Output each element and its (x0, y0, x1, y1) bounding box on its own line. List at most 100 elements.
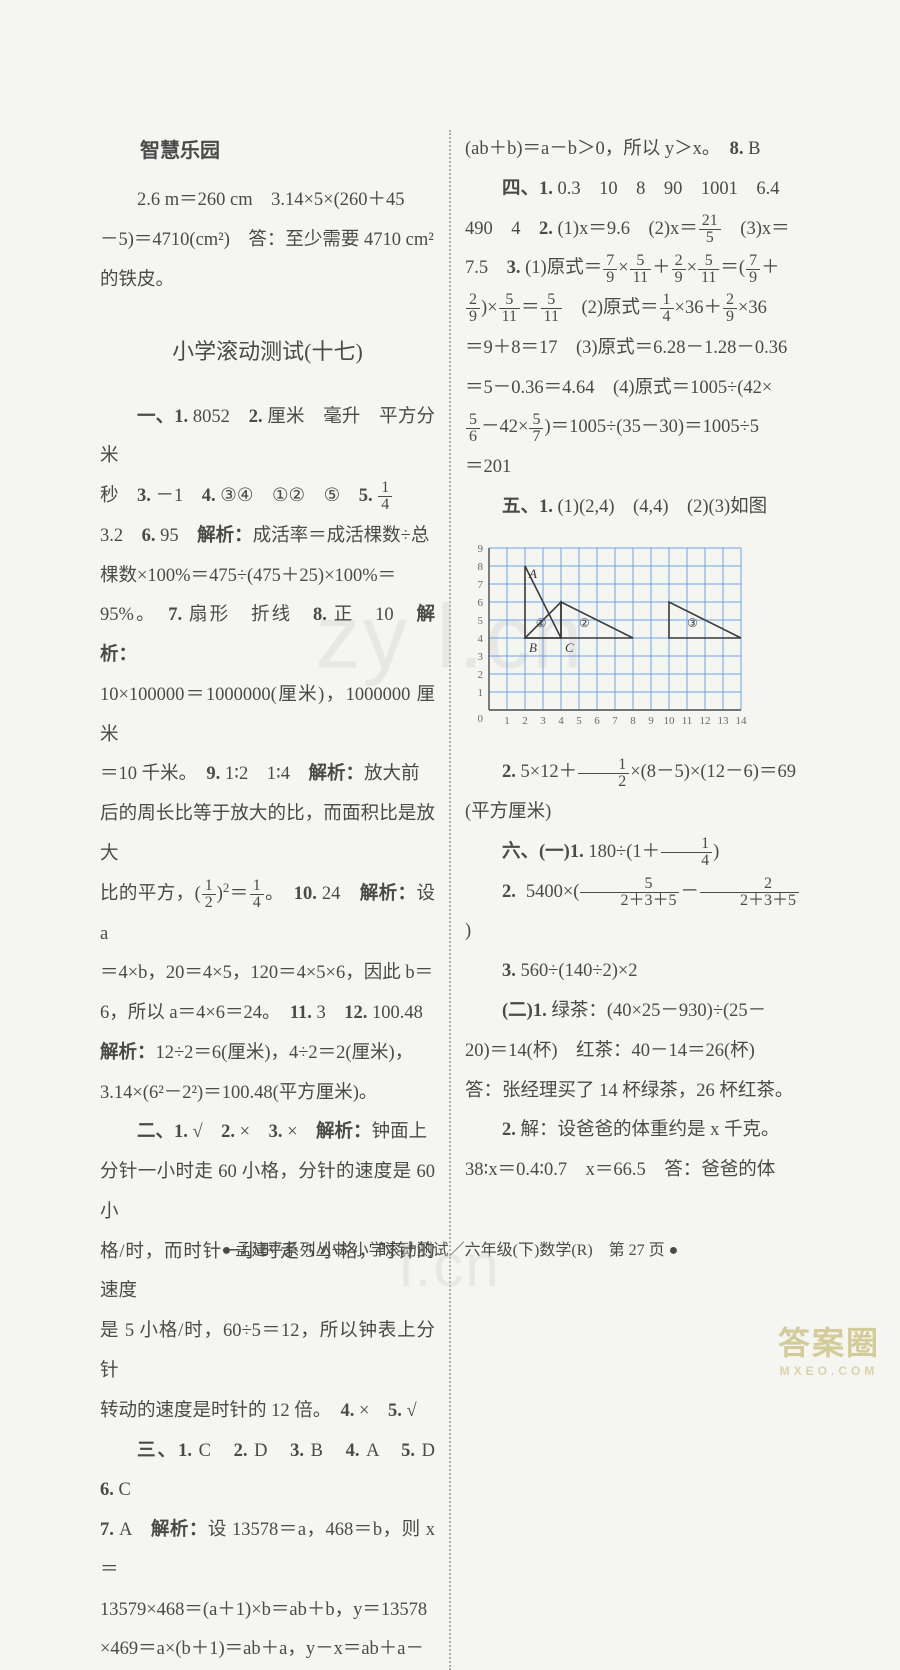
tv2: × (240, 1122, 269, 1142)
line-1: 一、1. 8052 2. 厘米 毫升 平方分米 (100, 398, 435, 478)
tv4: × (359, 1401, 388, 1421)
b7: 7. (168, 605, 189, 625)
r8a: －42× (481, 417, 528, 437)
sec-one: 一、1. (137, 407, 193, 427)
svg-text:1: 1 (478, 687, 484, 699)
svg-text:8: 8 (630, 715, 636, 727)
line-11: 6，所以 a＝4×6＝24。 11. 3 12. 100.48 (100, 994, 435, 1034)
svg-text:11: 11 (682, 715, 693, 727)
cb4: 4. (346, 1441, 367, 1461)
line-18: 转动的速度是时针的 12 倍。 4. × 5. √ (100, 1392, 435, 1432)
r4b3b: ＝( (720, 258, 745, 278)
p-iron-c: 的铁皮。 (100, 261, 435, 301)
svg-text:8: 8 (478, 561, 484, 573)
line-10: ＝4×b，20＝4×5，120＝4×5×6，因此 b＝ (100, 954, 435, 994)
v6: 95 (160, 526, 197, 546)
r4b3: 3. (507, 258, 526, 278)
r5d: ×36＋ (675, 298, 722, 318)
r19t: 解：设爸爸的体重约是 x 千克。 (521, 1120, 780, 1140)
rline-11: 2. 5×12＋12×(8－5)×(12－6)＝69 (465, 753, 800, 793)
b8: 8. (313, 605, 334, 625)
svg-text:4: 4 (558, 715, 564, 727)
svg-text:6: 6 (478, 597, 484, 609)
r8b: )＝1005÷(35－30)＝1005÷5 (544, 417, 759, 437)
v10km: ＝10 千米。 (100, 764, 206, 784)
sec-five: 五、1. (502, 497, 558, 517)
svg-text:②: ② (579, 616, 590, 630)
right-column: (ab＋b)＝a－b＞0，所以 y＞x。 8. B 四、1. 0.3 10 8 … (465, 130, 800, 1670)
f5235: 52＋3＋5 (580, 876, 679, 909)
sec-two: 二、1. (137, 1122, 193, 1142)
svg-text:B: B (529, 640, 537, 655)
page: zy l.cn 智慧乐园 2.6 m＝260 cm 3.14×5×(260＋45… (0, 0, 900, 1330)
footer-text: ● 孟建平系列丛书·小学滚动测试／六年级(下)数学(R) 第 27 页 ● (222, 1242, 679, 1259)
v8: 正 10 (334, 605, 417, 625)
svg-text:7: 7 (612, 715, 618, 727)
tv1: √ (193, 1122, 222, 1142)
v12: 100.48 (372, 1003, 423, 1023)
f511: 511 (630, 253, 651, 286)
v7: 扇形 折线 (189, 605, 313, 625)
jx6: 解析： (197, 526, 253, 546)
f2235: 22＋3＋5 (700, 876, 799, 909)
columns: 智慧乐园 2.6 m＝260 cm 3.14×5×(260＋45 －5)＝471… (100, 130, 800, 1670)
v9: 1∶2 1∶4 (225, 764, 309, 784)
r14b: － (680, 882, 699, 902)
cb2: 2. (234, 1441, 255, 1461)
f29: 29 (672, 253, 686, 286)
f79: 79 (603, 253, 617, 286)
frac-1-2: 12 (202, 878, 216, 911)
jx12t: 12÷2＝6(厘米)，4÷2＝2(厘米)， (156, 1043, 414, 1063)
rb8: 8. (730, 139, 749, 159)
bipf: 比的平方， (100, 884, 195, 904)
svg-text:10: 10 (664, 715, 676, 727)
b6: 6. (142, 526, 161, 546)
sec-three: 三、1. (137, 1441, 199, 1461)
r11b2: 2. (502, 762, 521, 782)
svg-text:2: 2 (522, 715, 528, 727)
r5c: (2)原式＝ (563, 298, 659, 318)
r5e: ×36 (738, 298, 767, 318)
r3b2: 2. (539, 219, 558, 239)
r19b2: 2. (502, 1120, 521, 1140)
svg-text:9: 9 (478, 543, 484, 555)
line-13: 3.14×(6²－2²)＝100.48(平方厘米)。 (100, 1074, 435, 1114)
column-divider (449, 130, 451, 1670)
f511d: 511 (541, 292, 562, 325)
r14b2: 2. (502, 882, 526, 902)
r14c: ) (465, 921, 471, 941)
tb4: 4. (341, 1401, 360, 1421)
r5a: )× (481, 298, 498, 318)
b5: 5. (359, 486, 378, 506)
rline-1: (ab＋b)＝a－b＞0，所以 y＞x。 8. B (465, 130, 800, 170)
rline-2: 四、1. 0.3 10 8 90 1001 6.4 (465, 170, 800, 210)
rline-12: (平方厘米) (465, 793, 800, 833)
rline-3: 490 4 2. (1)x＝9.6 (2)x＝215 (3)x＝ (465, 210, 800, 250)
r3b2a: (1)x＝9.6 (2)x＝ (558, 219, 698, 239)
cb5: 5. (401, 1441, 422, 1461)
f14: 14 (660, 292, 674, 325)
r13e: ) (713, 842, 719, 862)
cjx7: 解析： (151, 1520, 208, 1540)
v11: 3 (317, 1003, 345, 1023)
test-17-title: 小学滚动测试(十七) (100, 328, 435, 375)
jx10: 解析： (360, 884, 417, 904)
rline-13: 六、(一)1. 180÷(1＋14) (465, 833, 800, 873)
tjx3t: 钟面上 (372, 1122, 428, 1142)
cb7: 7. (100, 1520, 119, 1540)
grid-svg: 12345678910111213141234567890ABC①②③ (465, 536, 761, 734)
tb5: 5. (388, 1401, 407, 1421)
svg-text:C: C (565, 640, 574, 655)
svg-text:5: 5 (576, 715, 582, 727)
miao: 秒 (100, 486, 137, 506)
tjx3: 解析： (316, 1122, 372, 1142)
sec-six: 六、(一)1. (502, 842, 588, 862)
line-14: 二、1. √ 2. × 3. × 解析：钟面上 (100, 1113, 435, 1153)
rline-5: 29)×511＝511 (2)原式＝14×36＋29×36 (465, 289, 800, 329)
b4: 4. (202, 486, 221, 506)
rv8: B (748, 139, 760, 159)
r15b3: 3. (502, 961, 521, 981)
frac-1-4b: 14 (250, 878, 264, 911)
r11b: ×(8－5)×(12－6)＝69 (630, 762, 796, 782)
p3e: 转动的速度是时针的 12 倍。 (100, 1401, 341, 1421)
